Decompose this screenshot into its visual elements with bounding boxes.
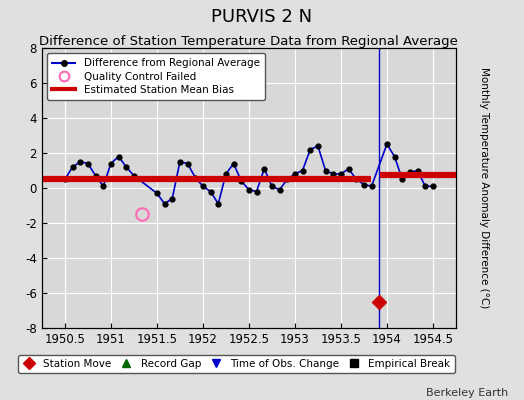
Title: Difference of Station Temperature Data from Regional Average: Difference of Station Temperature Data f…	[39, 35, 459, 48]
Text: Berkeley Earth: Berkeley Earth	[426, 388, 508, 398]
Y-axis label: Monthly Temperature Anomaly Difference (°C): Monthly Temperature Anomaly Difference (…	[479, 67, 489, 309]
Legend: Station Move, Record Gap, Time of Obs. Change, Empirical Break: Station Move, Record Gap, Time of Obs. C…	[18, 355, 455, 373]
Text: PURVIS 2 N: PURVIS 2 N	[212, 8, 312, 26]
